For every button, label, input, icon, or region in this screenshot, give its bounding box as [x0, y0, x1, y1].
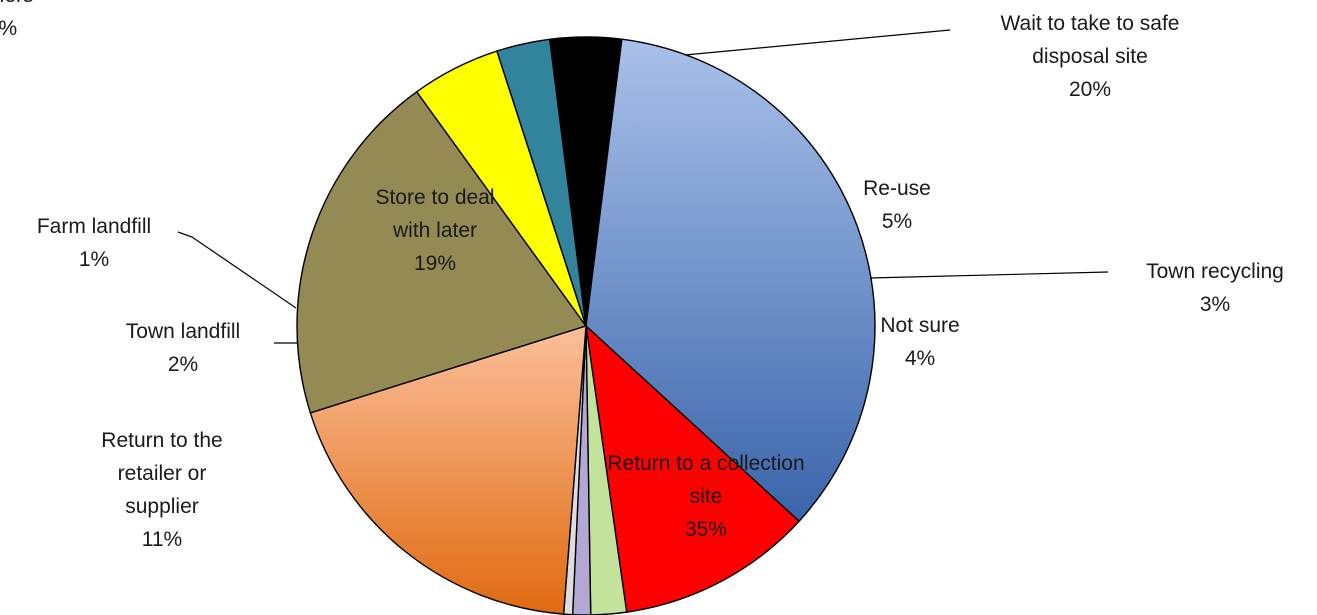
pie-slices — [296, 36, 876, 615]
slice-label-line: with later — [392, 219, 477, 242]
slice-percent: 19% — [414, 252, 456, 275]
slice-label-line: Re-use — [863, 177, 931, 200]
leader-line-town-recycling — [869, 271, 1109, 279]
slice-percent: 4% — [905, 347, 935, 370]
slice-label-wait-to-take-to-safe-disposal-site: Wait to take to safe disposal site 20% — [1001, 12, 1180, 101]
slice-label-line: retailer or — [118, 462, 207, 485]
slice-percent: 11% — [142, 528, 182, 551]
slice-label-line: Not sure — [880, 314, 959, 337]
slice-label-line: Others — [0, 0, 34, 7]
slice-label-line: Wait to take to safe — [1001, 12, 1180, 35]
slice-labels: Wait to take to safe disposal site 20% Re-u… — [0, 0, 1284, 551]
slice-label-line: Return to the — [101, 429, 222, 452]
slice-label-line: supplier — [125, 495, 199, 518]
slice-label-line: Town landfill — [126, 320, 240, 343]
leader-lines — [177, 29, 1109, 344]
slice-label-not-sure: Not sure 4% — [880, 314, 959, 370]
slice-label-line: Farm landfill — [37, 215, 151, 238]
slice-percent: 1% — [79, 248, 109, 271]
pie-slice-return-to-a-collection-site — [585, 38, 876, 523]
pie-slice-return-to-the-retailer-or-supplier — [585, 324, 801, 613]
slice-percent: 0% — [0, 17, 17, 40]
leader-line-farm-landfill — [177, 231, 297, 309]
pie-slice-store-to-deal-with-later — [309, 325, 587, 615]
slice-percent: 2% — [168, 353, 198, 376]
slice-label-town-recycling: Town recycling 3% — [1146, 260, 1284, 316]
slice-label-others: Others 0% — [0, 0, 34, 40]
slice-label-store-to-deal-with-later: Store to deal with later 19% — [375, 186, 494, 275]
slice-label-line: site — [690, 485, 723, 508]
slice-label-farm-landfill: Farm landfill 1% — [37, 215, 151, 271]
slice-percent: 20% — [1069, 78, 1111, 101]
slice-label-town-landfill: Town landfill 2% — [126, 320, 240, 376]
slice-label-return-to-the-retailer-or-supplier: Return to the retailer or supplier 11% — [101, 429, 222, 551]
leader-line-wait-to-take-to-safe-disposal-site — [684, 29, 951, 56]
slice-label-return-to-a-collection-site: Return to a collection site 35% — [607, 452, 804, 541]
slice-label-line: Store to deal — [375, 186, 494, 209]
slice-label-re-use: Re-use 5% — [863, 177, 931, 233]
slice-percent: 5% — [882, 210, 912, 233]
slice-label-line: disposal site — [1032, 45, 1148, 68]
pie-slice-wait-to-take-to-safe-disposal-site — [296, 90, 588, 414]
slice-label-line: Return to a collection — [607, 452, 804, 475]
slice-label-line: Town recycling — [1146, 260, 1284, 283]
slice-percent: 3% — [1200, 293, 1230, 316]
slice-percent: 35% — [685, 518, 727, 541]
